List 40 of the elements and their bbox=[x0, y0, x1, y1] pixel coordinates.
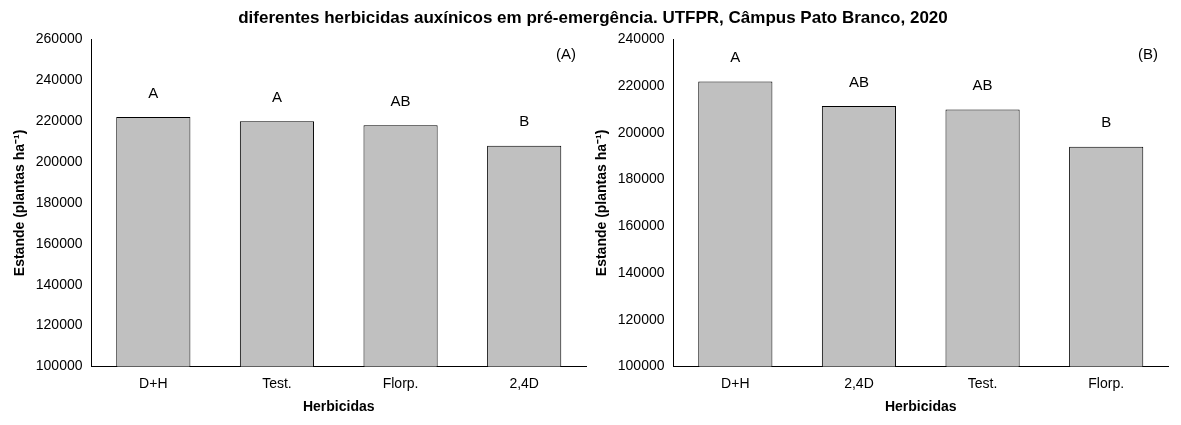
y-tick-label: 180000 bbox=[617, 170, 665, 187]
x-tick-label: D+H bbox=[721, 374, 750, 391]
annotation: AB bbox=[848, 72, 869, 90]
y-tick-label: 220000 bbox=[617, 76, 665, 93]
annotation: B bbox=[519, 112, 530, 130]
y-tick-label: 160000 bbox=[35, 234, 83, 251]
y-tick-label: 140000 bbox=[617, 263, 665, 280]
annotation: (A) bbox=[556, 45, 576, 63]
annotation: AB bbox=[972, 76, 993, 94]
x-tick-label: D+H bbox=[139, 374, 168, 391]
y-tick-label: 260000 bbox=[35, 30, 83, 47]
x-tick-label: Florp. bbox=[1088, 374, 1125, 391]
annotation: (B) bbox=[1138, 45, 1158, 63]
chart-title: diferentes herbicidas auxínicos em pré-emergência. UTFPR, Câmpus Pato Branco, 2020 bbox=[237, 8, 949, 28]
x-tick-label: Test. bbox=[262, 374, 292, 391]
y-tick-label: 240000 bbox=[617, 30, 665, 47]
annotation: B bbox=[1101, 113, 1112, 131]
y-tick-label: 160000 bbox=[617, 217, 665, 234]
x-axis-title: Herbicidas bbox=[884, 398, 957, 415]
y-tick-label: 240000 bbox=[35, 71, 83, 88]
y-tick-label: 180000 bbox=[35, 193, 83, 210]
y-tick-label: 120000 bbox=[35, 316, 83, 333]
y-tick-label: 220000 bbox=[35, 112, 83, 129]
y-tick-label: 100000 bbox=[617, 357, 665, 374]
x-tick-label: Florp. bbox=[382, 374, 419, 391]
y-tick-label: 200000 bbox=[617, 123, 665, 140]
annotation: A bbox=[148, 83, 159, 101]
y-axis-title: Estande (plantas ha⁻¹) bbox=[11, 129, 28, 277]
y-tick-label: 140000 bbox=[35, 275, 83, 292]
x-tick-label: 2,4D bbox=[844, 374, 874, 391]
annotation: A bbox=[730, 48, 741, 66]
y-tick-label: 100000 bbox=[35, 357, 83, 374]
annotation: AB bbox=[390, 91, 411, 109]
x-axis-title: Herbicidas bbox=[302, 398, 375, 415]
y-axis-title: Estande (plantas ha⁻¹) bbox=[593, 129, 610, 277]
y-tick-label: 200000 bbox=[35, 152, 83, 169]
y-tick-label: 120000 bbox=[617, 310, 665, 327]
annotation: A bbox=[271, 87, 282, 105]
x-tick-label: Test. bbox=[967, 374, 998, 391]
x-tick-label: 2,4D bbox=[509, 374, 539, 391]
